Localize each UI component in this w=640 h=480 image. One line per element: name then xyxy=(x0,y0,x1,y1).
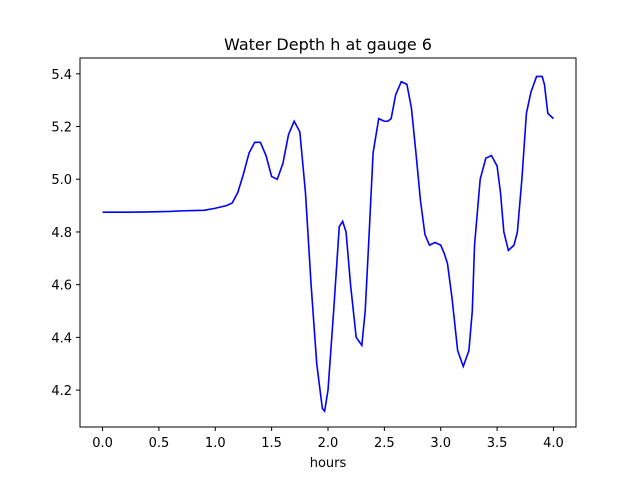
y-tick-label: 5.2 xyxy=(51,121,72,136)
x-tick-label: 1.5 xyxy=(261,436,282,451)
y-tick-label: 4.6 xyxy=(51,279,72,294)
y-tick-label: 5.0 xyxy=(51,173,72,188)
x-tick-label: 2.0 xyxy=(318,436,339,451)
y-tick-label: 5.4 xyxy=(51,68,72,83)
x-axis-label: hours xyxy=(310,456,347,471)
x-tick-label: 1.0 xyxy=(205,436,226,451)
x-tick-label: 4.0 xyxy=(543,436,564,451)
x-tick-label: 0.5 xyxy=(149,436,170,451)
series-line xyxy=(102,75,554,414)
x-tick-label: 3.0 xyxy=(430,436,451,451)
y-tick-label: 4.2 xyxy=(51,384,72,399)
chart-title: Water Depth h at gauge 6 xyxy=(224,35,432,54)
y-tick-label: 4.8 xyxy=(51,226,72,241)
y-tick-label: 4.4 xyxy=(51,331,72,346)
y-axis: 4.2 4.4 4.6 4.8 5.0 5.2 5.4 xyxy=(51,68,80,399)
x-tick-label: 2.5 xyxy=(374,436,395,451)
x-tick-label: 3.5 xyxy=(487,436,508,451)
x-tick-label: 0.0 xyxy=(92,436,113,451)
x-axis: 0.0 0.5 1.0 1.5 2.0 2.5 3.0 3.5 4.0 xyxy=(92,427,564,451)
